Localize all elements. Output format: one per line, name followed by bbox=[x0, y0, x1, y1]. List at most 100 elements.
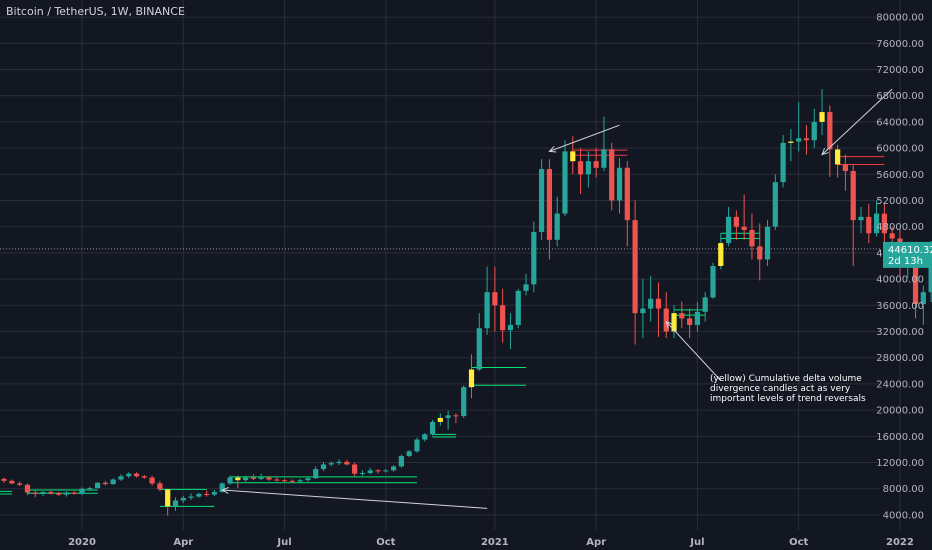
y-tick-label: 56000.00 bbox=[876, 170, 924, 181]
candle-body bbox=[850, 171, 856, 221]
candle-body bbox=[320, 464, 327, 470]
candle-body bbox=[733, 216, 739, 227]
time-axis[interactable]: Oct2020AprJulOct2021AprJulOct2022AprJul bbox=[0, 537, 932, 548]
arrow-head bbox=[221, 486, 229, 494]
candle-body bbox=[741, 226, 747, 230]
candle-body bbox=[289, 480, 295, 482]
candle-body bbox=[546, 169, 552, 240]
candle-body bbox=[866, 216, 872, 234]
arrow-line bbox=[665, 321, 722, 381]
y-tick-label: 28000.00 bbox=[876, 353, 924, 364]
level-lines bbox=[0, 149, 885, 507]
candle-body bbox=[601, 149, 607, 168]
candle-body bbox=[500, 305, 506, 331]
x-tick-label: Oct bbox=[789, 537, 808, 548]
candle-body bbox=[453, 415, 459, 417]
y-tick-label: 60000.00 bbox=[876, 144, 924, 155]
candle-body bbox=[126, 473, 132, 477]
candle-body bbox=[227, 477, 233, 484]
candle-body bbox=[48, 491, 54, 494]
candle-body bbox=[873, 213, 880, 234]
y-tick-label: 12000.00 bbox=[876, 458, 924, 469]
x-tick-label: Apr bbox=[173, 537, 193, 548]
y-tick-label: 20000.00 bbox=[876, 406, 924, 417]
candle-body bbox=[515, 290, 521, 325]
y-tick-label: 40000.00 bbox=[876, 275, 924, 286]
candle-body bbox=[375, 470, 381, 472]
x-tick-label: Jul bbox=[276, 537, 291, 548]
y-tick-label: 4000.00 bbox=[883, 510, 924, 521]
candle-body bbox=[141, 476, 147, 478]
candle-body bbox=[172, 500, 179, 507]
x-tick-label: 2022 bbox=[886, 537, 914, 548]
candle-body bbox=[87, 488, 93, 490]
candle-body bbox=[429, 421, 436, 435]
candle-body bbox=[305, 478, 311, 481]
candle-body bbox=[648, 298, 654, 309]
y-tick-label: 48000.00 bbox=[876, 222, 924, 233]
candle-body bbox=[32, 492, 38, 494]
grid-lines bbox=[0, 0, 901, 530]
candle-body bbox=[842, 164, 849, 172]
candle-body bbox=[149, 477, 155, 484]
candle-body bbox=[102, 482, 108, 485]
candle-body bbox=[616, 167, 623, 201]
candle-body bbox=[788, 141, 794, 143]
candle-body bbox=[437, 417, 443, 422]
candle-body bbox=[414, 439, 420, 452]
candle-body bbox=[663, 308, 669, 332]
candle-body bbox=[554, 213, 560, 240]
candle-body bbox=[110, 479, 116, 485]
candle-body bbox=[344, 461, 350, 465]
candle-body bbox=[398, 455, 404, 467]
y-tick-label: 68000.00 bbox=[876, 91, 924, 102]
x-tick-label: Oct bbox=[376, 537, 395, 548]
candle-body bbox=[484, 292, 490, 329]
candle-body bbox=[562, 151, 568, 214]
candle-body bbox=[819, 112, 825, 122]
candle-body bbox=[63, 492, 70, 495]
candle-body bbox=[211, 491, 218, 495]
arrow-line bbox=[549, 124, 620, 152]
candle-body bbox=[624, 167, 630, 221]
candle-body bbox=[539, 169, 545, 232]
candle-body bbox=[250, 477, 256, 479]
candle-body bbox=[258, 477, 264, 479]
arrow-annotations bbox=[221, 88, 893, 509]
chart-title: Bitcoin / TetherUS, 1W, BINANCE bbox=[6, 5, 185, 18]
price-tag-countdown: 2d 13h bbox=[888, 256, 923, 267]
candle-body bbox=[281, 480, 288, 482]
candle-body bbox=[772, 182, 778, 227]
candle-body bbox=[811, 121, 817, 141]
candle-body bbox=[406, 451, 412, 456]
candle-body bbox=[492, 292, 498, 306]
candles bbox=[1, 89, 932, 516]
candle-body bbox=[266, 477, 272, 480]
x-tick-label: Apr bbox=[586, 537, 606, 548]
price-tag-box bbox=[883, 241, 932, 268]
candle-body bbox=[204, 493, 210, 495]
y-tick-label: 16000.00 bbox=[876, 432, 924, 443]
y-tick-label: 64000.00 bbox=[876, 117, 924, 128]
candle-body bbox=[468, 369, 475, 388]
candle-body bbox=[858, 216, 864, 221]
candle-body bbox=[422, 434, 428, 440]
price-axis[interactable]: 4000.00 8000.00 12000.00 16000.00 20000.00 24… bbox=[876, 13, 924, 522]
x-tick-label: Jul bbox=[689, 537, 704, 548]
candle-body bbox=[702, 297, 708, 312]
candle-body bbox=[827, 112, 833, 150]
price-tag-value: 44610.32 bbox=[888, 245, 932, 256]
candle-body bbox=[764, 226, 771, 260]
candle-body bbox=[367, 470, 373, 473]
candle-body bbox=[928, 262, 932, 293]
arrow-line bbox=[821, 88, 893, 156]
candle-body bbox=[391, 466, 397, 471]
y-tick-label: 32000.00 bbox=[876, 327, 924, 338]
candle-body bbox=[803, 138, 810, 141]
candle-body bbox=[157, 483, 163, 490]
candle-body bbox=[219, 483, 225, 492]
candle-body bbox=[476, 328, 482, 370]
